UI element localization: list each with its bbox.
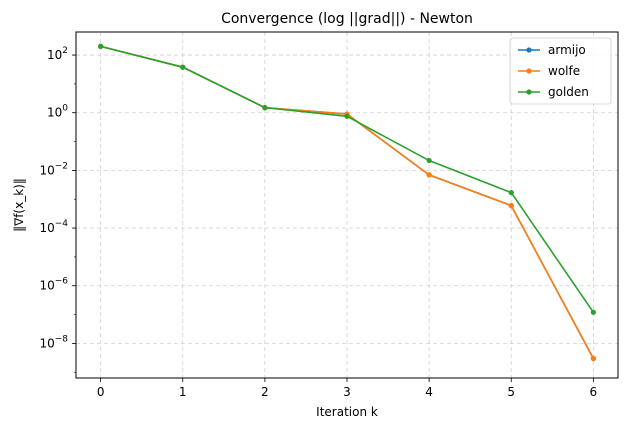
- plot-frame: [75, 31, 619, 379]
- y-axis-label: ‖∇f(x_k)‖: [12, 178, 26, 232]
- grid-lines: [76, 32, 618, 378]
- y-tick-label: 102: [47, 46, 68, 62]
- x-tick-label: 1: [179, 385, 187, 399]
- data-point-wolfe: [590, 355, 596, 362]
- data-point-wolfe: [508, 203, 514, 209]
- x-tick-label: 5: [507, 385, 515, 399]
- legend-box: [509, 37, 612, 105]
- series-lines: [98, 43, 596, 362]
- y-tick-label: 10−2: [39, 161, 68, 177]
- legend-label-armijo: armijo: [548, 43, 586, 57]
- legend-marker-golden: [526, 89, 532, 95]
- x-tick-label: 6: [590, 385, 598, 399]
- x-axis-label: Iteration k: [316, 405, 378, 419]
- data-point-wolfe: [426, 172, 432, 178]
- legend: armijo wolfe golden: [509, 37, 612, 105]
- data-point-golden: [590, 309, 596, 315]
- y-tick-label: 10−8: [39, 334, 68, 350]
- data-point-golden: [180, 64, 186, 70]
- y-tick-label: 10−6: [39, 277, 68, 293]
- y-tick-label: 100: [47, 104, 68, 120]
- chart-title: Convergence (log ||grad||) - Newton: [221, 11, 473, 27]
- x-tick-label: 0: [97, 385, 105, 399]
- data-point-golden: [508, 189, 514, 196]
- data-point-golden: [426, 157, 432, 164]
- data-point-golden: [262, 105, 268, 111]
- legend-label-wolfe: wolfe: [548, 64, 580, 78]
- legend-marker-armijo: [526, 47, 532, 53]
- legend-label-golden: golden: [548, 85, 589, 99]
- data-point-golden: [344, 113, 350, 119]
- x-tick-label: 2: [261, 385, 269, 399]
- y-tick-label: 10−4: [39, 219, 68, 235]
- x-tick-label: 4: [425, 385, 433, 399]
- data-point-golden: [98, 43, 104, 49]
- x-tick-label: 3: [343, 385, 351, 399]
- axes: 0 1 2 3 4 5 6 102 100 10−2 10−4 10−6 10−8: [39, 31, 619, 399]
- legend-marker-wolfe: [526, 68, 532, 74]
